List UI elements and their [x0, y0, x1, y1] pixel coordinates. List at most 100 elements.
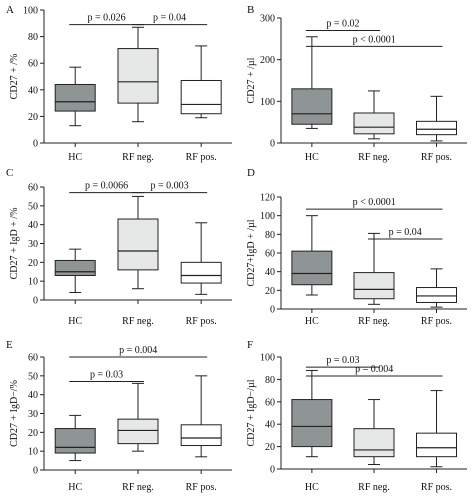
y-tick-label: 20	[28, 258, 38, 269]
box-rf-neg	[117, 195, 159, 290]
x-tick-label: RF neg.	[122, 152, 154, 163]
x-tick-label: RF neg.	[122, 482, 154, 493]
p-value-label: p < 0.0001	[353, 34, 396, 45]
y-axis-label: CD27 + /%	[9, 54, 20, 100]
x-tick-label: RF neg.	[122, 316, 154, 327]
panel-letter: D	[247, 167, 255, 179]
y-axis-label: CD27 + IgD−/%	[9, 380, 20, 447]
x-tick-label: HC	[68, 482, 82, 493]
p-value-label: p = 0.004	[355, 364, 393, 375]
box-rf-pos	[180, 375, 222, 458]
y-tick-label: 200	[260, 55, 275, 66]
p-value-label: p = 0.03	[90, 369, 123, 380]
y-tick-label: 60	[265, 397, 275, 408]
y-tick-label: 80	[265, 375, 275, 386]
y-tick-label: 10	[28, 277, 38, 288]
y-tick-label: 0	[270, 465, 275, 476]
x-tick-label: HC	[305, 152, 319, 163]
y-tick-label: 30	[28, 239, 38, 250]
x-tick-label: RF pos.	[186, 316, 217, 327]
y-tick-label: 10	[28, 447, 38, 458]
box-rf-pos	[180, 222, 222, 295]
iqr-box	[117, 418, 159, 445]
y-tick-label: 20	[28, 428, 38, 439]
y-axis-label: CD27 + /µl	[246, 57, 257, 103]
y-tick-label: 50	[28, 201, 38, 212]
y-tick-label: 40	[265, 420, 275, 431]
box-rf-neg	[353, 399, 395, 466]
y-tick-label: 0	[270, 305, 275, 316]
y-tick-label: 60	[28, 353, 38, 364]
y-tick-label: 40	[28, 390, 38, 401]
significance-annotation: p = 0.02	[305, 19, 380, 31]
box-hc	[54, 414, 96, 462]
y-tick-label: 50	[28, 371, 38, 382]
box-rf-pos	[180, 45, 222, 119]
x-tick-label: HC	[68, 152, 82, 163]
panel-c: C 0 10 20 30 40 50 60 CD27 + IgD + /% HC RF neg. RF…	[6, 167, 232, 327]
p-value-label: p = 0.0066	[85, 181, 128, 192]
y-tick-label: 30	[28, 409, 38, 420]
box-rf-neg	[353, 232, 395, 305]
significance-annotation: p < 0.0001	[305, 197, 443, 210]
y-tick-label: 300	[260, 14, 275, 25]
significance-annotation: p = 0.003	[132, 181, 208, 194]
significance-annotation: p = 0.04	[132, 13, 208, 26]
significance-annotation: p < 0.0001	[305, 34, 443, 47]
y-tick-label: 60	[265, 249, 275, 260]
y-tick-label: 0	[33, 466, 38, 477]
p-value-label: p = 0.02	[326, 19, 359, 30]
x-tick-label: HC	[68, 316, 82, 327]
box-rf-neg	[353, 90, 395, 140]
x-tick-label: RF neg.	[358, 482, 390, 493]
significance-annotation: p = 0.004	[69, 345, 208, 358]
iqr-box	[117, 48, 159, 104]
y-tick-label: 0	[270, 139, 275, 150]
box-hc	[291, 369, 333, 458]
y-axis-label: CD27+IgD + /µl	[246, 219, 257, 286]
x-tick-label: RF pos.	[186, 152, 217, 163]
y-tick-label: 60	[28, 59, 38, 70]
y-tick-label: 20	[28, 112, 38, 123]
panel-b: B 0 100 200 300 CD27 + /µl HC RF neg. RF pos. p =…	[246, 4, 467, 163]
panel-letter: C	[6, 167, 13, 179]
iqr-box	[353, 272, 395, 300]
y-tick-label: 0	[33, 139, 38, 150]
iqr-box	[291, 88, 333, 125]
p-value-label: p = 0.03	[326, 355, 359, 366]
y-tick-label: 0	[33, 296, 38, 307]
x-tick-label: RF neg.	[358, 152, 390, 163]
y-axis-label: CD27 + IgD−/µl	[246, 379, 257, 446]
iqr-box	[54, 259, 96, 277]
iqr-box	[180, 424, 222, 447]
x-tick-label: RF neg.	[358, 316, 390, 327]
box-hc	[54, 248, 96, 293]
y-tick-label: 100	[23, 6, 38, 17]
y-tick-label: 40	[28, 220, 38, 231]
x-tick-label: RF pos.	[421, 152, 452, 163]
box-rf-neg	[117, 382, 159, 452]
y-tick-label: 100	[260, 97, 275, 108]
iqr-box	[117, 218, 159, 271]
iqr-box	[291, 399, 333, 448]
iqr-box	[180, 261, 222, 284]
y-tick-label: 100	[260, 353, 275, 364]
panel-letter: A	[6, 4, 14, 16]
x-tick-label: RF pos.	[421, 316, 452, 327]
x-tick-label: HC	[305, 482, 319, 493]
iqr-box	[415, 287, 457, 303]
box-hc	[291, 36, 333, 129]
y-tick-label: 60	[28, 183, 38, 194]
p-value-label: p = 0.04	[389, 227, 422, 238]
panel-f: F 0 20 40 60 80 100 CD27 + IgD−/µl HC RF neg. RF p…	[246, 339, 467, 493]
significance-annotation: p = 0.03	[69, 369, 144, 382]
box-rf-neg	[117, 26, 159, 123]
p-value-label: p = 0.003	[151, 181, 189, 192]
iqr-box	[180, 79, 222, 115]
significance-annotation: p = 0.004	[305, 364, 443, 377]
iqr-box	[54, 428, 96, 454]
y-tick-label: 40	[28, 85, 38, 96]
p-value-label: p < 0.0001	[353, 197, 396, 208]
panel-e: E 0 10 20 30 40 50 60 CD27 + IgD−/% HC RF neg. RF p…	[6, 339, 232, 493]
